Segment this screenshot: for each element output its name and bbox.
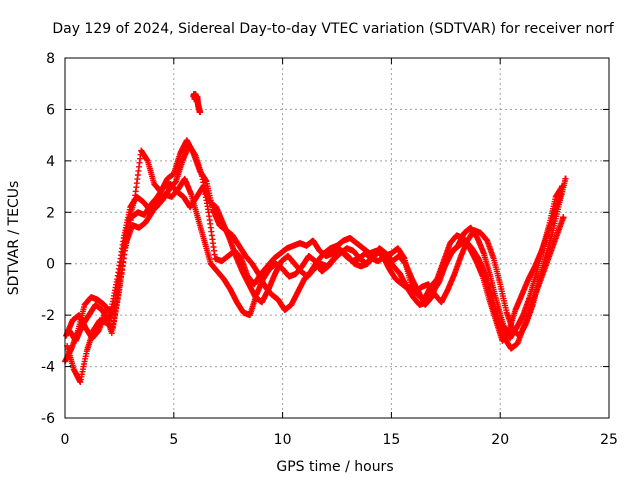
data-point	[559, 183, 566, 190]
x-tick-label: 0	[61, 432, 70, 448]
data-point	[562, 175, 569, 182]
x-tick-label: 25	[600, 432, 618, 448]
data-point	[560, 214, 567, 221]
series-track-5	[190, 91, 203, 115]
y-tick-label: -4	[41, 360, 55, 376]
y-tick-label: 2	[46, 205, 55, 221]
axis-ticks: 0 5 10 15 20 25 -6 -4 -2 0 2 4 6 8	[41, 51, 618, 448]
x-tick-label: 20	[491, 432, 509, 448]
x-tick-label: 15	[382, 432, 400, 448]
plot-frame	[64, 57, 610, 419]
y-tick-label: 4	[46, 154, 55, 170]
y-tick-label: 6	[46, 102, 55, 118]
x-tick-label: 10	[274, 432, 292, 448]
y-tick-label: 0	[46, 257, 55, 273]
chart-title: Day 129 of 2024, Sidereal Day-to-day VTE…	[52, 21, 614, 37]
x-tick-label: 5	[169, 432, 178, 448]
y-tick-label: -2	[41, 308, 55, 324]
series-track-4	[63, 181, 566, 342]
data-point	[196, 109, 203, 115]
y-axis-label: SDTVAR / TECUs	[6, 181, 22, 296]
grid-lines	[65, 58, 609, 418]
y-tick-label: -6	[41, 411, 55, 427]
x-axis-label: GPS time / hours	[276, 459, 393, 475]
y-tick-label: 8	[46, 51, 55, 67]
data-points	[62, 91, 569, 385]
